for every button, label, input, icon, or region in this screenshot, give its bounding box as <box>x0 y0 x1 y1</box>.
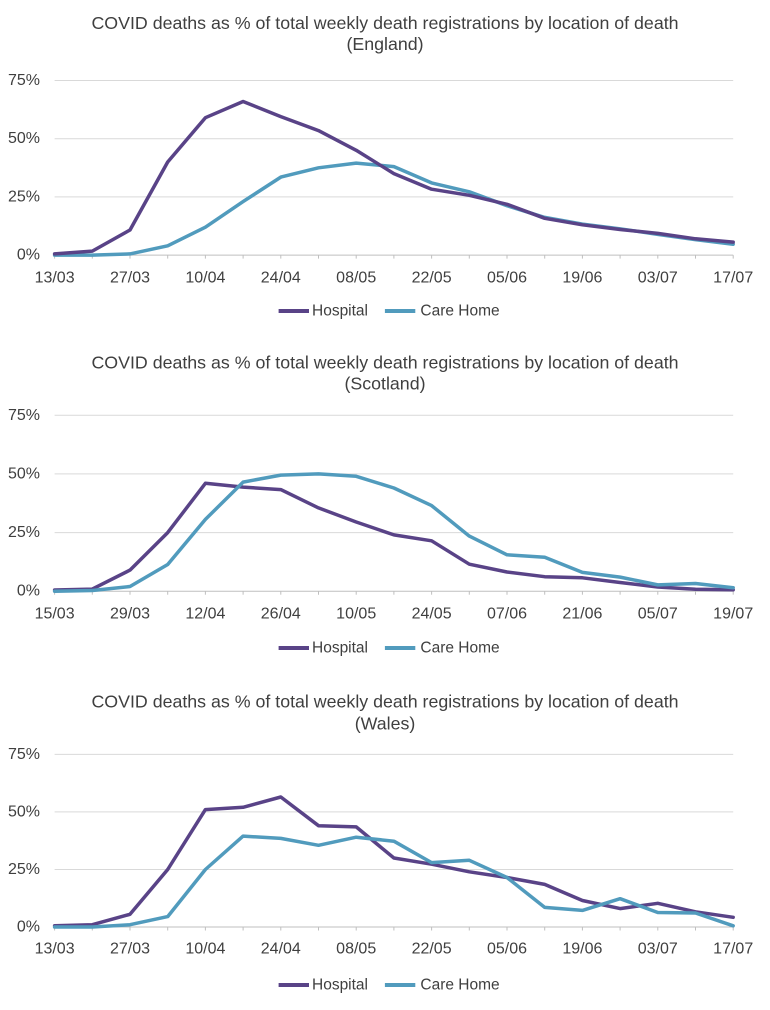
svg-text:19/07: 19/07 <box>713 606 753 623</box>
svg-text:24/04: 24/04 <box>261 941 301 958</box>
svg-text:Hospital: Hospital <box>312 977 368 994</box>
svg-text:Care Home: Care Home <box>420 640 499 657</box>
svg-text:25%: 25% <box>8 188 40 205</box>
svg-text:05/07: 05/07 <box>638 606 678 623</box>
svg-text:21/06: 21/06 <box>562 606 602 623</box>
svg-text:Care Home: Care Home <box>420 303 499 320</box>
svg-text:25%: 25% <box>8 524 40 541</box>
svg-text:COVID deaths as % of total wee: COVID deaths as % of total weekly death … <box>91 692 678 712</box>
svg-text:50%: 50% <box>8 803 40 820</box>
svg-text:24/04: 24/04 <box>261 270 301 287</box>
svg-text:0%: 0% <box>17 247 40 264</box>
svg-text:27/03: 27/03 <box>110 270 150 287</box>
svg-text:0%: 0% <box>17 919 40 936</box>
svg-text:13/03: 13/03 <box>35 941 75 958</box>
svg-text:07/06: 07/06 <box>487 606 527 623</box>
svg-text:Hospital: Hospital <box>312 640 368 657</box>
svg-text:75%: 75% <box>8 746 40 763</box>
svg-text:Care Home: Care Home <box>420 977 499 994</box>
svg-text:10/05: 10/05 <box>336 606 376 623</box>
svg-text:(Wales): (Wales) <box>355 714 416 734</box>
svg-text:27/03: 27/03 <box>110 941 150 958</box>
svg-text:19/06: 19/06 <box>562 941 602 958</box>
svg-text:03/07: 03/07 <box>638 270 678 287</box>
svg-text:08/05: 08/05 <box>336 270 376 287</box>
svg-text:29/03: 29/03 <box>110 606 150 623</box>
svg-text:(England): (England) <box>346 34 423 54</box>
svg-text:17/07: 17/07 <box>713 270 753 287</box>
svg-text:08/05: 08/05 <box>336 941 376 958</box>
svg-text:0%: 0% <box>17 583 40 600</box>
svg-text:Hospital: Hospital <box>312 303 368 320</box>
svg-text:19/06: 19/06 <box>562 270 602 287</box>
svg-text:COVID deaths as % of total wee: COVID deaths as % of total weekly death … <box>91 13 678 33</box>
svg-text:13/03: 13/03 <box>35 270 75 287</box>
svg-text:22/05: 22/05 <box>412 941 452 958</box>
svg-text:COVID deaths as % of total wee: COVID deaths as % of total weekly death … <box>91 353 678 373</box>
svg-text:75%: 75% <box>8 72 40 89</box>
svg-text:03/07: 03/07 <box>638 941 678 958</box>
svg-text:25%: 25% <box>8 861 40 878</box>
svg-text:17/07: 17/07 <box>713 941 753 958</box>
svg-text:12/04: 12/04 <box>185 606 225 623</box>
svg-text:05/06: 05/06 <box>487 270 527 287</box>
svg-text:50%: 50% <box>8 465 40 482</box>
svg-text:10/04: 10/04 <box>185 270 225 287</box>
svg-text:50%: 50% <box>8 130 40 147</box>
svg-text:15/03: 15/03 <box>35 606 75 623</box>
svg-text:05/06: 05/06 <box>487 941 527 958</box>
svg-text:(Scotland): (Scotland) <box>344 374 425 394</box>
svg-text:26/04: 26/04 <box>261 606 301 623</box>
svg-text:75%: 75% <box>8 407 40 424</box>
svg-text:22/05: 22/05 <box>412 270 452 287</box>
svg-text:24/05: 24/05 <box>412 606 452 623</box>
svg-text:10/04: 10/04 <box>185 941 225 958</box>
